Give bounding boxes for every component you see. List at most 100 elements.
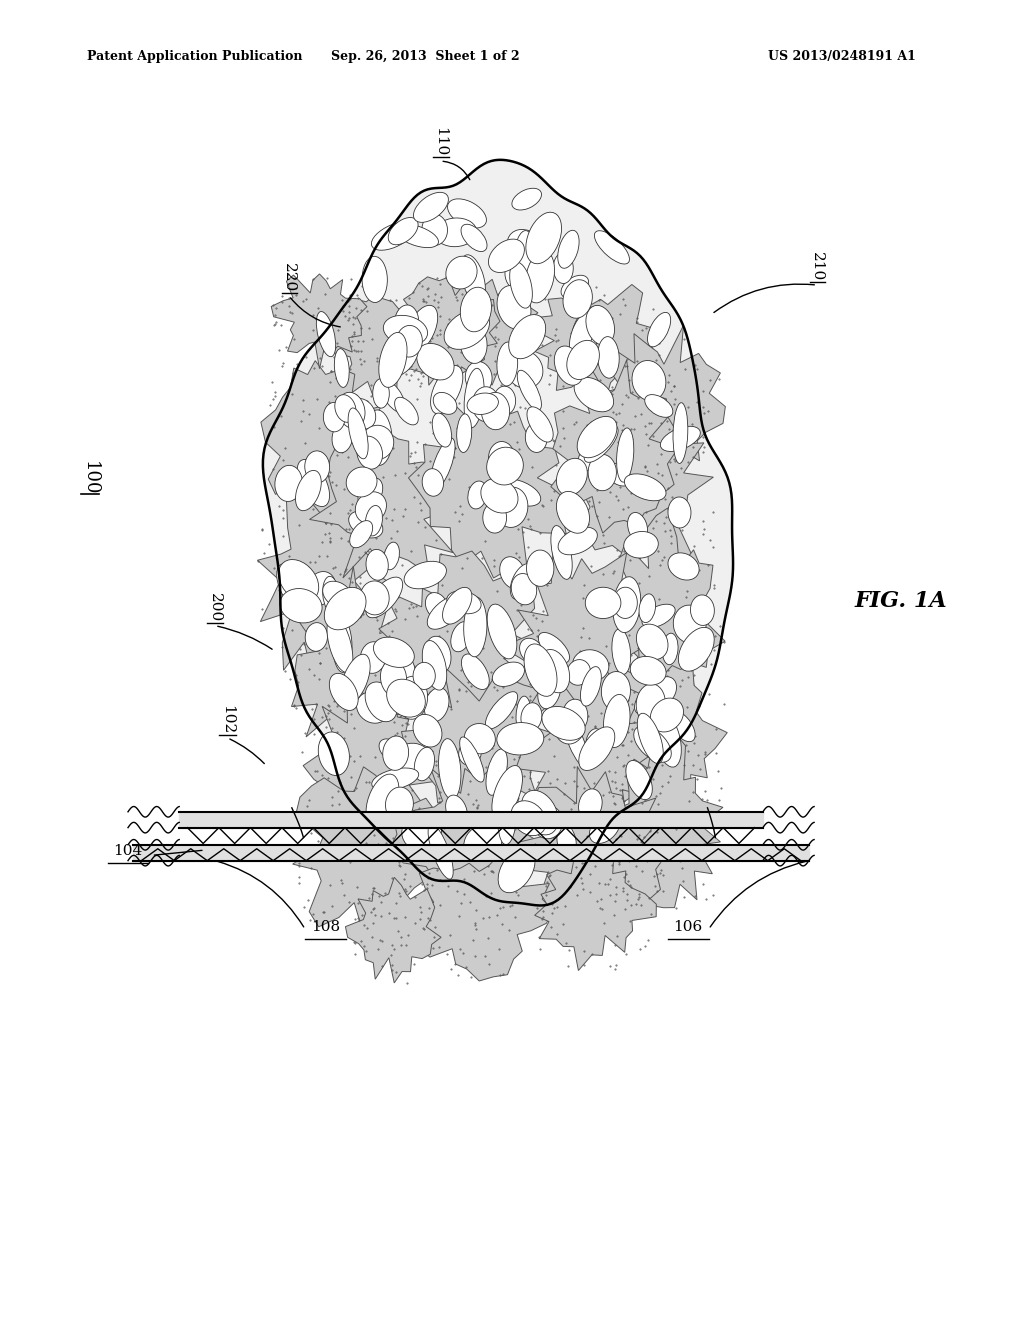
Ellipse shape (379, 739, 403, 762)
Point (682, 553, 698, 574)
Ellipse shape (497, 479, 541, 506)
Point (645, 298, 662, 319)
Point (401, 301, 418, 322)
Point (370, 939, 386, 960)
Ellipse shape (415, 747, 434, 781)
Point (504, 853, 520, 874)
Ellipse shape (333, 618, 352, 672)
Point (502, 549, 518, 570)
Point (382, 729, 398, 750)
Point (483, 861, 500, 882)
Point (356, 589, 373, 610)
Point (606, 793, 623, 814)
Point (332, 564, 348, 585)
Point (684, 437, 700, 458)
Point (580, 788, 596, 809)
Point (283, 301, 299, 322)
Point (599, 655, 615, 676)
Point (604, 785, 621, 807)
Point (634, 760, 650, 781)
Point (640, 477, 656, 498)
Point (512, 397, 528, 418)
Ellipse shape (558, 527, 597, 554)
Point (329, 354, 345, 375)
Point (618, 890, 635, 911)
Point (289, 354, 305, 375)
Point (357, 442, 374, 463)
Point (341, 296, 357, 317)
Point (706, 577, 722, 598)
Point (488, 317, 505, 338)
Point (608, 954, 625, 975)
Point (560, 544, 577, 565)
Ellipse shape (355, 492, 386, 524)
Ellipse shape (472, 387, 500, 421)
Point (641, 412, 657, 433)
Point (666, 376, 682, 397)
Point (420, 277, 436, 298)
Point (310, 830, 327, 851)
Point (409, 432, 425, 453)
Point (580, 457, 596, 478)
Point (293, 556, 309, 577)
Ellipse shape (366, 577, 402, 618)
Point (416, 290, 432, 312)
Point (371, 886, 387, 907)
Point (624, 774, 640, 795)
Ellipse shape (586, 729, 606, 762)
Point (595, 586, 611, 607)
Point (515, 801, 531, 822)
Point (626, 711, 642, 733)
Polygon shape (551, 360, 678, 533)
Point (317, 638, 334, 659)
Point (406, 656, 422, 677)
Point (527, 709, 544, 730)
Point (377, 429, 393, 450)
Point (641, 756, 657, 777)
Point (593, 888, 609, 909)
Point (386, 465, 402, 486)
Point (313, 593, 330, 614)
Point (288, 598, 304, 619)
Point (480, 709, 497, 730)
Ellipse shape (465, 362, 493, 393)
Point (657, 837, 674, 858)
Ellipse shape (446, 591, 481, 614)
Point (350, 908, 367, 929)
Point (305, 624, 322, 645)
Point (548, 454, 564, 475)
Point (613, 393, 630, 414)
Point (264, 388, 281, 409)
Point (421, 750, 437, 771)
Point (465, 335, 481, 356)
Point (413, 499, 429, 520)
Point (709, 718, 725, 739)
Point (605, 461, 622, 482)
Point (346, 308, 362, 329)
Point (714, 777, 730, 799)
Point (397, 824, 414, 845)
Ellipse shape (625, 474, 666, 500)
Point (315, 488, 332, 510)
Point (589, 506, 605, 527)
Point (512, 298, 528, 319)
Point (515, 276, 531, 297)
Point (501, 920, 517, 941)
Ellipse shape (497, 342, 518, 385)
Point (430, 788, 446, 809)
Point (391, 886, 408, 907)
Point (433, 356, 450, 378)
Point (367, 665, 383, 686)
Point (540, 862, 556, 883)
Point (607, 876, 624, 898)
Ellipse shape (563, 715, 589, 768)
Point (574, 587, 591, 609)
Point (451, 680, 467, 701)
Point (544, 902, 560, 923)
Point (573, 430, 590, 451)
Point (655, 865, 672, 886)
Point (412, 375, 428, 396)
Point (604, 463, 621, 484)
Point (635, 475, 651, 496)
Point (579, 731, 595, 752)
